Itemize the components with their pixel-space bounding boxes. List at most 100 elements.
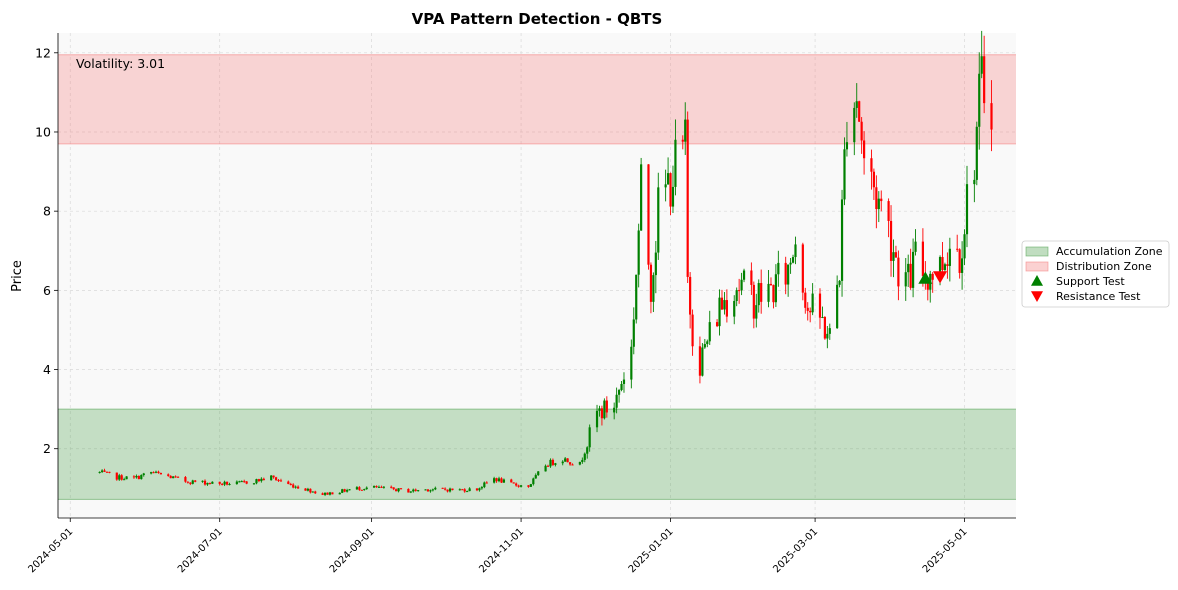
candle-body (414, 489, 417, 491)
candle-body (943, 264, 947, 271)
candle-body (600, 408, 604, 419)
y-tick-label: 10 (35, 124, 51, 139)
candle-body (715, 322, 719, 327)
candle-body (544, 465, 547, 472)
legend-label: Accumulation Zone (1056, 245, 1163, 258)
candle-body (875, 187, 878, 210)
candle-body (752, 284, 755, 319)
candle-body (630, 346, 633, 380)
candle-body (424, 489, 427, 491)
candle-body (671, 186, 675, 207)
candle-body (132, 476, 136, 478)
candle-body (853, 107, 856, 143)
candle-body (478, 488, 481, 491)
candle-body (458, 489, 461, 491)
candle-body (870, 158, 873, 172)
candle-body (252, 483, 256, 485)
candle-body (887, 201, 890, 221)
candle-body (681, 139, 684, 142)
candle-body (135, 475, 138, 478)
candle-body (243, 481, 246, 483)
candle-body (444, 488, 447, 490)
candle-body (880, 198, 883, 202)
candle-body (294, 486, 297, 488)
candle-body (363, 489, 366, 491)
candle-body (431, 489, 434, 491)
candle-body (774, 274, 777, 303)
candle-body (309, 488, 312, 493)
candle-body (103, 470, 106, 472)
candle-body (208, 482, 212, 484)
candle-body (326, 492, 329, 495)
candle-body (708, 322, 711, 342)
candle-body (669, 173, 672, 207)
candle-body (346, 490, 349, 492)
candle-body (397, 488, 400, 492)
candle-body (566, 458, 569, 463)
candle-body (907, 263, 910, 273)
candle-body (789, 262, 792, 265)
candle-body (963, 234, 966, 259)
support-test-marker (918, 271, 933, 284)
candle-body (958, 249, 961, 273)
candle-body (598, 408, 601, 411)
candle-body (512, 482, 515, 484)
candle-body (502, 479, 506, 483)
candle-body (260, 478, 263, 482)
candle-body (150, 472, 153, 474)
candle-body (777, 262, 780, 275)
y-tick-label: 8 (43, 204, 51, 219)
candle-body (321, 493, 324, 495)
candle-body (534, 475, 537, 479)
candle-body (461, 489, 464, 491)
candle-body (323, 492, 327, 495)
candle-body (664, 184, 667, 188)
candle-body (821, 316, 824, 318)
candle-body (238, 481, 241, 483)
candle-body (194, 480, 197, 482)
candle-body (360, 489, 363, 491)
zone-band (58, 409, 1016, 500)
candle-body (826, 333, 829, 339)
candle-body (184, 477, 187, 482)
candle-body (409, 491, 412, 493)
candle-body (118, 475, 121, 480)
candle-body (973, 179, 976, 185)
candle-body (228, 484, 231, 486)
candle-body (637, 230, 640, 275)
candle-body (289, 483, 292, 485)
candle-body (578, 461, 581, 465)
candle-body (828, 328, 831, 334)
candle-body (698, 346, 702, 376)
candle-body (603, 400, 606, 419)
candle-body (757, 283, 760, 306)
candle-body (304, 488, 307, 491)
candle-body (909, 263, 912, 288)
candle-body (581, 459, 584, 462)
candle-body (649, 264, 653, 302)
candle-body (463, 489, 466, 492)
candle-body (689, 276, 692, 315)
candle-body (615, 394, 618, 408)
candle-body (365, 487, 368, 490)
candle-body (434, 487, 437, 490)
candle-body (840, 199, 844, 281)
candle-body (223, 481, 226, 485)
candle-body (740, 279, 743, 291)
candle-body (801, 244, 804, 293)
candle-body (123, 479, 126, 481)
candle-body (742, 270, 746, 280)
candle-body (169, 475, 172, 479)
y-tick-label: 6 (43, 283, 51, 298)
candle-body (152, 472, 155, 474)
candle-body (946, 264, 949, 266)
candle-body (358, 487, 361, 490)
candle-body (206, 482, 209, 485)
candle-body (493, 478, 496, 483)
candle-body (221, 483, 224, 485)
candle-body (451, 488, 454, 491)
candle-body (914, 241, 917, 252)
candle-body (154, 471, 158, 473)
y-tick-label: 12 (35, 45, 51, 60)
